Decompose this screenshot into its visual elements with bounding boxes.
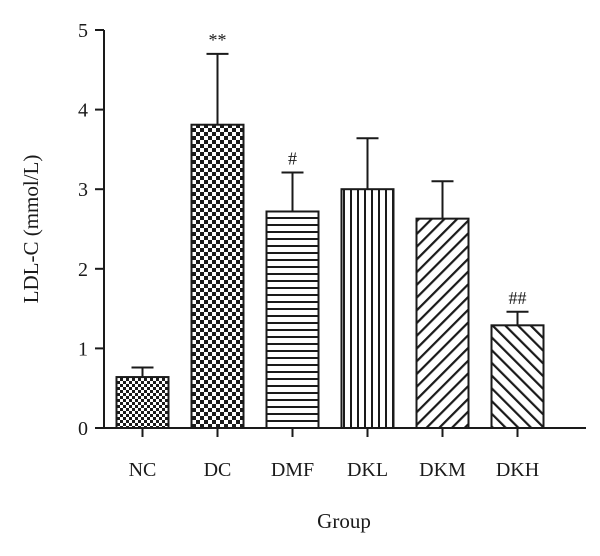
bar-dc (190, 123, 245, 429)
y-tick-label: 5 (78, 20, 88, 42)
y-tick-label: 2 (78, 259, 88, 281)
y-tick-label: 3 (78, 179, 88, 201)
bars-layer (115, 123, 545, 430)
x-ticks: NC DC DMF DKL DKM DKH (129, 428, 539, 481)
y-tick-label: 1 (78, 338, 88, 360)
x-tick-label-dmf: DMF (271, 459, 314, 481)
x-axis: NC DC DMF DKL DKM DKH (103, 427, 586, 481)
x-tick-label-dkl: DKL (347, 459, 388, 481)
bar-dmf (265, 210, 320, 429)
bar-nc (115, 376, 170, 429)
error-bars-layer (131, 52, 529, 378)
y-tick-label: 0 (78, 418, 88, 440)
y-tick-label: 4 (78, 100, 88, 122)
x-axis-title: Group (317, 509, 371, 533)
significance-mark-dkh: ## (509, 288, 527, 308)
significance-mark-dmf: # (288, 148, 297, 168)
bar-dkl (340, 188, 395, 429)
x-tick-label-dkh: DKH (496, 459, 539, 481)
bar-dkh (490, 324, 545, 430)
y-ticks: 0 1 2 3 4 5 (78, 20, 104, 440)
x-tick-label-nc: NC (129, 459, 157, 481)
significance-annotations: **### (209, 30, 527, 308)
y-axis-title: LDL-C (mmol/L) (19, 155, 43, 304)
bar-dkm (415, 217, 470, 429)
significance-mark-dc: ** (209, 30, 227, 50)
x-tick-label-dc: DC (204, 459, 232, 481)
x-tick-label-dkm: DKM (419, 459, 466, 481)
y-axis: 0 1 2 3 4 5 (78, 20, 105, 440)
